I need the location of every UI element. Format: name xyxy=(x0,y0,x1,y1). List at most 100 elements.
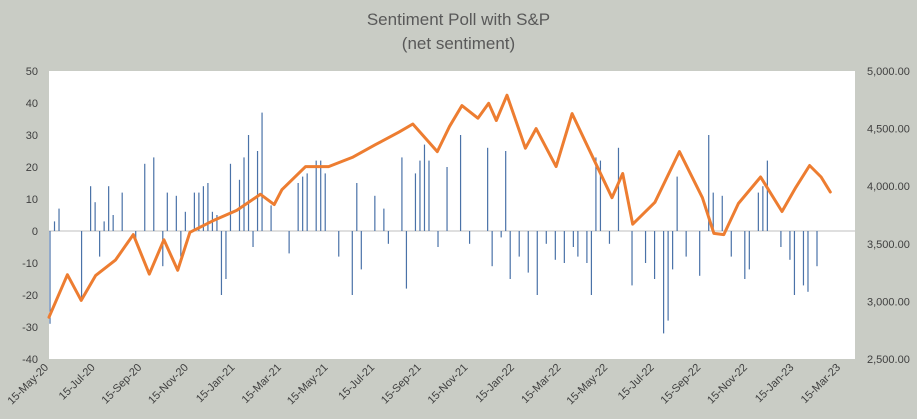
sentiment-bar xyxy=(202,186,204,231)
sentiment-bar xyxy=(387,231,389,244)
sentiment-bar xyxy=(360,231,362,270)
sentiment-bar xyxy=(306,173,308,231)
right-tick-label: 4,000.00 xyxy=(867,181,910,193)
x-tick-label: 15-Sep-20 xyxy=(100,362,145,407)
sentiment-bar xyxy=(108,186,110,231)
sentiment-bar xyxy=(166,192,168,231)
sentiment-bar xyxy=(793,231,796,295)
sentiment-bar xyxy=(80,231,83,302)
sentiment-bar xyxy=(505,151,507,231)
sentiment-bar xyxy=(351,231,353,295)
left-tick-label: 30 xyxy=(26,130,38,142)
sentiment-bar xyxy=(721,195,723,231)
sentiment-bar xyxy=(99,231,101,257)
sentiment-bar xyxy=(229,163,232,231)
plot-area xyxy=(49,71,855,359)
sentiment-bar xyxy=(545,231,547,244)
x-tick-label: 15-Mar-22 xyxy=(519,362,563,406)
x-tick-label: 15-Jul-21 xyxy=(336,362,377,403)
right-tick-label: 3,500.00 xyxy=(867,239,910,251)
sentiment-bar xyxy=(53,221,56,231)
sentiment-bar xyxy=(184,211,186,231)
sentiment-bar xyxy=(500,231,502,238)
sentiment-bar xyxy=(356,183,358,231)
sentiment-bar xyxy=(58,208,60,231)
sentiment-bar xyxy=(527,231,529,273)
sentiment-bar xyxy=(595,157,597,231)
x-tick-label: 15-Sep-22 xyxy=(659,362,704,407)
left-tick-label: 20 xyxy=(26,162,38,174)
sentiment-bar xyxy=(487,147,489,231)
sentiment-bar xyxy=(577,231,579,257)
left-tick-label: -40 xyxy=(22,354,38,366)
sentiment-bar xyxy=(180,231,182,257)
left-tick-label: -30 xyxy=(22,322,38,334)
sentiment-bar xyxy=(816,231,818,267)
sentiment-bar xyxy=(730,231,732,257)
sentiment-bar xyxy=(320,160,322,231)
x-tick-label: 15-Jul-20 xyxy=(57,362,98,403)
sentiment-bar xyxy=(554,231,556,260)
sentiment-bar xyxy=(685,231,687,257)
sentiment-bar xyxy=(374,195,376,231)
sentiment-bar xyxy=(563,231,565,263)
sentiment-bar xyxy=(423,144,426,231)
sentiment-bar xyxy=(491,231,493,267)
x-tick-label: 15-Sep-21 xyxy=(379,362,424,407)
sentiment-bar xyxy=(744,231,746,279)
sentiment-bar xyxy=(288,231,290,254)
sentiment-bar xyxy=(599,160,602,231)
x-tick-label: 15-Jan-22 xyxy=(474,362,518,406)
x-tick-label: 15-Jan-23 xyxy=(753,362,797,406)
x-tick-label: 15-Jan-21 xyxy=(194,362,238,406)
sentiment-bar xyxy=(509,231,511,279)
sentiment-bar xyxy=(699,231,701,276)
sentiment-bar xyxy=(617,147,620,231)
sentiment-bar xyxy=(437,231,439,247)
sentiment-bar xyxy=(383,208,385,231)
x-tick-label: 15-May-22 xyxy=(565,362,611,408)
sentiment-bar xyxy=(220,231,223,295)
left-axis-ticks: -40 -30 -20 -10 0 10 20 30 40 50 xyxy=(22,66,38,366)
sentiment-bar xyxy=(112,215,114,231)
sentiment-bar xyxy=(446,167,448,231)
sentiment-bar xyxy=(261,112,263,231)
sentiment-bar xyxy=(766,160,768,231)
sentiment-bar xyxy=(297,183,299,231)
sentiment-bar xyxy=(468,231,471,244)
sentiment-bar xyxy=(807,231,809,292)
sentiment-bar xyxy=(419,160,421,231)
sentiment-bar xyxy=(193,192,195,231)
sentiment-bar xyxy=(459,135,462,231)
sentiment-bar xyxy=(216,215,218,231)
x-tick-label: 15-May-21 xyxy=(285,362,331,408)
sentiment-bar xyxy=(135,231,137,241)
sentiment-bars xyxy=(49,112,818,334)
sentiment-bar xyxy=(247,135,250,231)
sentiment-bar xyxy=(672,231,674,270)
sp500-series-line xyxy=(47,93,832,319)
left-tick-label: 40 xyxy=(26,98,38,110)
left-tick-label: -20 xyxy=(22,290,38,302)
x-tick-label: 15-May-20 xyxy=(5,362,51,408)
sentiment-bar xyxy=(103,221,105,231)
sentiment-bar xyxy=(653,231,656,279)
sentiment-bar xyxy=(162,231,164,267)
x-tick-label: 15-Nov-21 xyxy=(426,362,471,407)
sentiment-bar xyxy=(712,192,714,231)
sentiment-bar xyxy=(708,135,710,231)
sentiment-bar xyxy=(667,231,669,321)
x-tick-label: 15-Jul-22 xyxy=(616,362,657,403)
sentiment-bar xyxy=(144,163,146,231)
right-axis-ticks: 2,500.00 3,000.00 3,500.00 4,000.00 4,500.00… xyxy=(867,66,910,366)
sentiment-bar xyxy=(225,231,227,279)
x-tick-label: 15-Nov-20 xyxy=(146,362,191,407)
sentiment-bar xyxy=(315,160,317,231)
sentiment-bar xyxy=(590,231,593,295)
sentiment-bar xyxy=(631,231,633,286)
x-axis-ticks: 15-May-20 15-Jul-20 15-Sep-20 15-Nov-20 15-J… xyxy=(5,362,843,408)
left-tick-label: 50 xyxy=(26,66,38,78)
sentiment-bar xyxy=(90,186,92,231)
